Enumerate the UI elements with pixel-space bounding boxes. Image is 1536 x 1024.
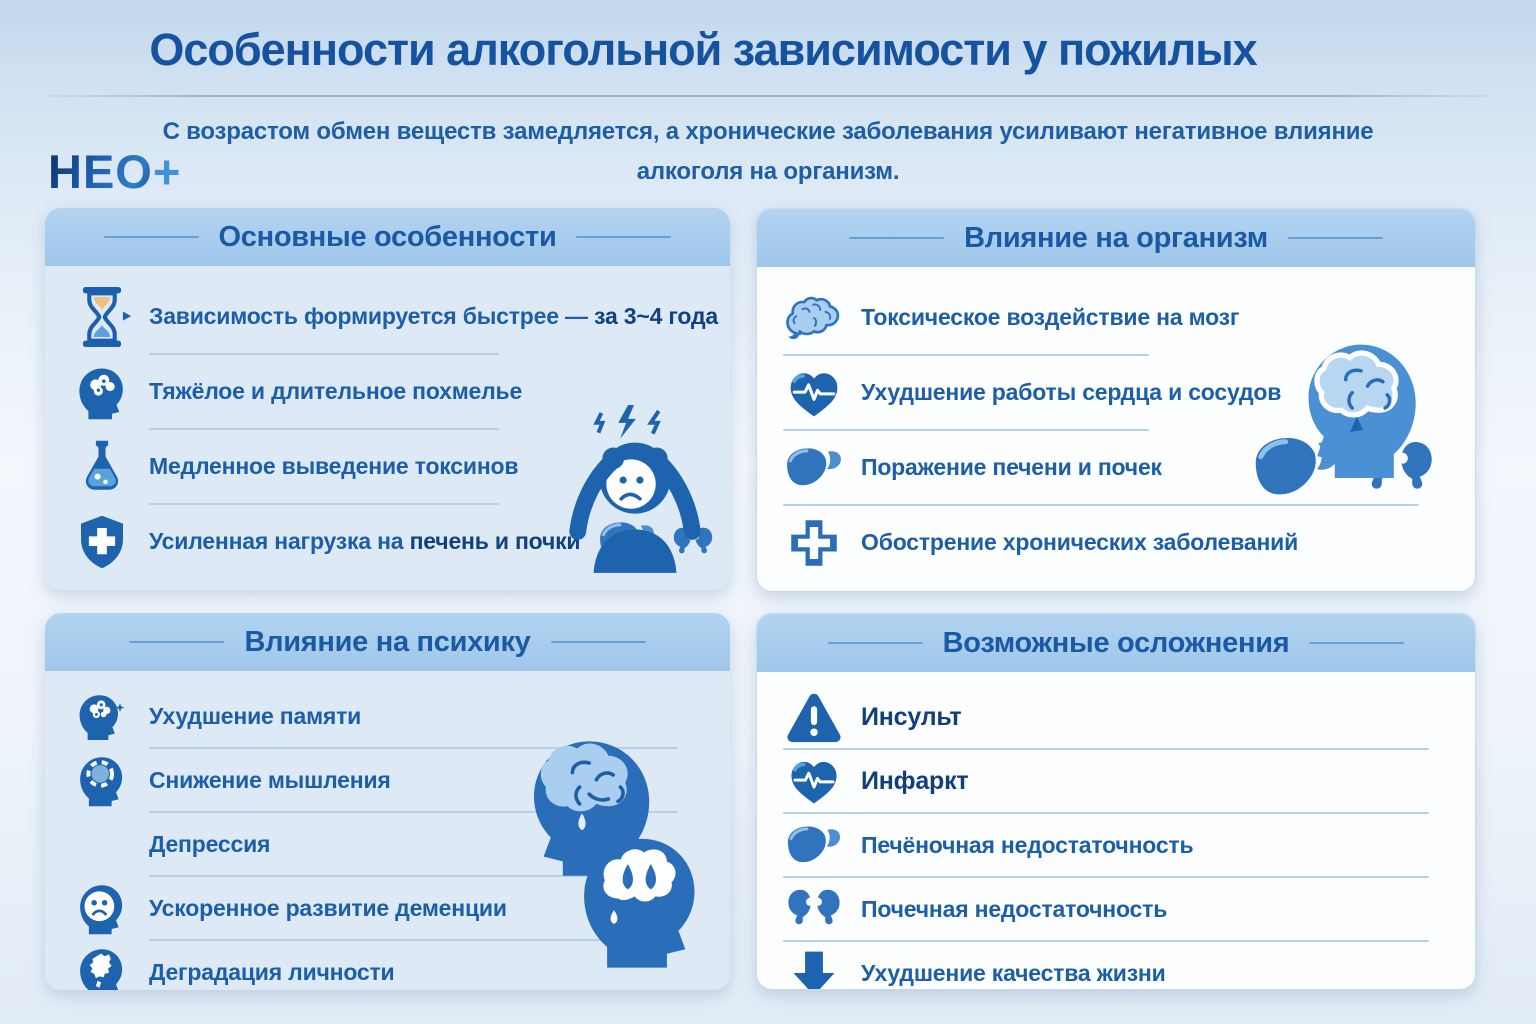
- panel-body: Ухудшение памяти Снижение мышления Депре…: [45, 671, 730, 990]
- list-item: Инсульт: [783, 686, 1449, 748]
- divider: [783, 940, 1429, 942]
- panel-body: Зависимость формируется быстрее — за 3~4…: [45, 266, 730, 590]
- item-label: Депрессия: [149, 830, 271, 857]
- list-item: Ухудшение качества жизни: [783, 942, 1449, 989]
- panel-title: Возможные осложнения: [942, 626, 1290, 659]
- page-title: Особенности алкогольной зависимости у по…: [149, 24, 1257, 75]
- logo: НЕО+: [48, 148, 181, 195]
- header-line: [1309, 642, 1405, 644]
- hourglass-icon: [82, 286, 132, 347]
- item-label: Ухудшение качества жизни: [861, 959, 1166, 986]
- panel-psyche-impact: Влияние на психику Ухудшение памяти: [45, 613, 730, 990]
- warning-triangle-icon: [787, 693, 841, 743]
- heart-ecg-icon: [790, 372, 838, 416]
- divider: [149, 428, 499, 430]
- divider: [149, 811, 678, 813]
- list-item: Почечная недостаточность: [783, 878, 1449, 940]
- item-label: Инсульт: [861, 702, 962, 731]
- header-line: [129, 641, 225, 643]
- list-item: Ухудшение памяти: [71, 685, 704, 747]
- list-item: Зависимость формируется быстрее — за 3~4…: [71, 280, 718, 353]
- list-item: Деградация личности: [71, 941, 704, 990]
- item-label: Ухудшение работы сердца и сосудов: [861, 379, 1282, 405]
- list-item: Медленное выведение токсинов: [71, 430, 704, 503]
- list-item: Тяжёлое и длительное похмелье: [71, 355, 704, 428]
- arrow-down-icon: [793, 951, 835, 989]
- item-label: Зависимость формируется быстрее — за 3~4…: [149, 303, 718, 329]
- list-item: Токсическое воздействие на мозг: [783, 281, 1449, 354]
- memory-head-icon: [79, 695, 125, 740]
- kidneys-icon: [788, 889, 840, 925]
- divider: [783, 504, 1419, 506]
- header-line: [550, 641, 646, 643]
- medical-cross-icon: [791, 519, 837, 566]
- headache-person-illustration: [556, 402, 714, 579]
- panel-title: Влияние на психику: [244, 625, 531, 658]
- item-label: Медленное выведение токсинов: [149, 453, 519, 479]
- divider: [149, 939, 678, 941]
- panel-title: Основные особенности: [218, 220, 557, 253]
- heart-ecg-icon: [791, 761, 837, 804]
- item-label: Усиленная нагрузка на печень и почки: [149, 528, 581, 554]
- item-label: Тяжёлое и длительное похмелье: [149, 378, 523, 404]
- panel-header: Влияние на психику: [45, 613, 730, 671]
- item-label: Обострение хронических заболеваний: [861, 529, 1299, 555]
- divider: [149, 747, 678, 749]
- header-line: [827, 642, 923, 644]
- divider: [783, 748, 1429, 750]
- panel-body-impact: Влияние на организм Токсическое воздейст…: [756, 208, 1476, 592]
- item-label: Снижение мышления: [149, 766, 391, 793]
- list-item: Печёночная недостаточность: [783, 814, 1449, 876]
- hangover-head-icon: [79, 367, 123, 419]
- liver-icon: [787, 447, 841, 485]
- panel-header: Основные особенности: [45, 208, 730, 266]
- panel-header: Влияние на организм: [757, 209, 1475, 267]
- divider: [149, 503, 499, 505]
- title-divider: [48, 95, 1488, 97]
- logo-plus-icon: +: [152, 145, 182, 198]
- item-label: Поражение печени и почек: [861, 454, 1162, 480]
- divider: [783, 876, 1429, 878]
- list-item: Обострение хронических заболеваний: [783, 506, 1449, 579]
- item-label: Токсическое воздействие на мозг: [861, 304, 1240, 330]
- page-header: Особенности алкогольной зависимости у по…: [0, 24, 1536, 76]
- list-item: Инфаркт: [783, 750, 1449, 812]
- list-item: Снижение мышления: [71, 749, 704, 811]
- divider: [149, 353, 499, 355]
- shield-cross-icon: [81, 515, 123, 568]
- panel-main-features: Основные особенности Зависимость формиру…: [45, 208, 730, 590]
- item-label: Ухудшение памяти: [149, 702, 362, 729]
- brain-icon: [786, 296, 840, 339]
- divider: [783, 812, 1429, 814]
- panel-body: Инсульт Инфаркт Печёночная н: [757, 672, 1475, 989]
- item-label: Инфаркт: [861, 766, 969, 795]
- item-label: Почечная недостаточность: [861, 895, 1168, 922]
- list-item: Ускоренное развитие деменции: [71, 877, 704, 939]
- personality-head-icon: [80, 949, 123, 990]
- list-item: Депрессия: [71, 813, 704, 875]
- item-label: Печёночная недостаточность: [861, 831, 1194, 858]
- divider: [783, 354, 1149, 356]
- liver-icon: [787, 826, 841, 862]
- panel-header: Возможные осложнения: [757, 614, 1475, 672]
- panel-complications: Возможные осложнения Инсульт: [756, 613, 1476, 990]
- depression-face-icon: [80, 885, 123, 935]
- psyche-heads-illustration: [506, 727, 716, 982]
- flask-icon: [85, 440, 119, 490]
- panel-body: Токсическое воздействие на мозг Ухудшени…: [757, 267, 1475, 591]
- divider: [149, 875, 678, 877]
- list-item: Ухудшение работы сердца и сосудов: [783, 356, 1449, 429]
- header-line: [1287, 237, 1383, 239]
- logo-text: НЕО: [48, 145, 153, 198]
- header-line: [849, 237, 945, 239]
- header-line: [576, 236, 672, 238]
- item-label: Деградация личности: [149, 958, 395, 985]
- head-profile-brain-illustration: [1291, 333, 1431, 488]
- divider: [783, 429, 1149, 431]
- panel-title: Влияние на организм: [964, 221, 1268, 254]
- item-label: Ускоренное развитие деменции: [149, 894, 507, 921]
- thinking-head-icon: [80, 757, 123, 807]
- header-line: [103, 236, 199, 238]
- page-subtitle: С возрастом обмен веществ замедляется, а…: [162, 118, 1374, 185]
